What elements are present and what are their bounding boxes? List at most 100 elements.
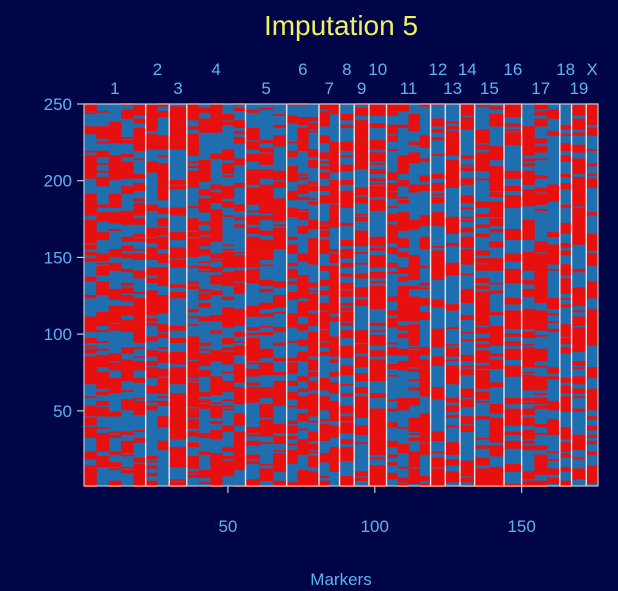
genotype-cell <box>108 434 122 437</box>
genotype-cell <box>233 184 246 187</box>
genotype-cell <box>571 362 587 365</box>
genotype-cell <box>96 253 110 256</box>
genotype-cell <box>308 201 320 204</box>
genotype-cell <box>368 113 387 116</box>
genotype-cell <box>521 147 535 150</box>
genotype-cell <box>169 425 188 428</box>
genotype-cell <box>169 359 188 362</box>
genotype-cell <box>245 153 260 156</box>
genotype-cell <box>339 448 355 451</box>
genotype-cell <box>408 476 420 478</box>
genotype-cell <box>198 474 211 477</box>
genotype-cell <box>419 423 431 426</box>
genotype-cell <box>368 156 387 159</box>
genotype-cell <box>489 172 505 175</box>
genotype-cell <box>272 140 288 142</box>
genotype-cell <box>386 474 398 477</box>
genotype-cell <box>504 232 523 234</box>
genotype-cell <box>329 318 340 320</box>
genotype-cell <box>308 367 320 369</box>
genotype-cell <box>169 110 188 113</box>
genotype-cell <box>245 135 260 138</box>
genotype-cell <box>222 472 235 475</box>
genotype-cell <box>354 396 370 399</box>
genotype-cell <box>157 336 170 339</box>
genotype-cell <box>559 480 572 483</box>
genotype-cell <box>259 206 274 208</box>
genotype-cell <box>169 250 188 253</box>
genotype-cell <box>430 394 446 397</box>
genotype-cell <box>259 350 274 353</box>
genotype-cell <box>157 209 170 211</box>
genotype-cell <box>329 383 340 386</box>
genotype-cell <box>157 210 170 213</box>
genotype-cell <box>233 431 246 434</box>
genotype-cell <box>368 469 387 472</box>
genotype-cell <box>534 106 548 109</box>
genotype-cell <box>521 202 535 205</box>
genotype-cell <box>430 472 446 475</box>
genotype-cell <box>108 391 122 394</box>
genotype-cell <box>157 112 170 115</box>
genotype-cell <box>504 273 523 276</box>
genotype-cell <box>504 342 523 345</box>
genotype-cell <box>245 176 260 179</box>
genotype-cell <box>368 413 387 415</box>
genotype-cell <box>386 227 398 230</box>
genotype-cell <box>339 449 355 452</box>
genotype-cell <box>108 175 122 178</box>
genotype-cell <box>318 291 330 294</box>
genotype-cell <box>121 319 134 322</box>
genotype-cell <box>504 271 523 274</box>
genotype-cell <box>210 155 223 158</box>
genotype-cell <box>559 446 572 449</box>
genotype-cell <box>133 233 147 236</box>
genotype-cell <box>318 456 330 458</box>
genotype-cell <box>198 109 211 112</box>
genotype-cell <box>354 160 370 162</box>
genotype-cell <box>521 193 535 196</box>
genotype-cell <box>445 479 461 481</box>
genotype-cell <box>474 379 490 382</box>
genotype-cell <box>354 238 370 241</box>
genotype-cell <box>408 278 420 280</box>
genotype-cell <box>186 460 199 463</box>
genotype-cell <box>186 370 199 373</box>
genotype-cell <box>157 368 170 371</box>
genotype-cell <box>169 422 188 425</box>
genotype-cell <box>297 477 309 480</box>
genotype-cell <box>430 222 446 225</box>
genotype-cell <box>386 192 398 195</box>
genotype-cell <box>308 282 320 285</box>
genotype-cell <box>297 184 309 187</box>
genotype-cell <box>233 422 246 425</box>
genotype-cell <box>339 453 355 455</box>
genotype-cell <box>286 298 298 300</box>
genotype-cell <box>233 271 246 274</box>
genotype-cell <box>318 377 330 380</box>
genotype-cell <box>169 433 188 435</box>
genotype-cell <box>474 261 490 264</box>
genotype-cell <box>397 365 409 368</box>
genotype-cell <box>210 318 223 320</box>
genotype-cell <box>318 397 330 400</box>
genotype-cell <box>547 252 561 254</box>
genotype-cell <box>489 448 505 451</box>
genotype-cell <box>318 305 330 308</box>
genotype-cell <box>222 149 235 152</box>
genotype-cell <box>186 242 199 245</box>
genotype-cell <box>145 295 158 297</box>
genotype-cell <box>386 130 398 133</box>
genotype-cell <box>145 229 158 231</box>
genotype-cell <box>534 195 548 198</box>
genotype-cell <box>286 291 298 294</box>
genotype-cell <box>489 342 505 345</box>
genotype-cell <box>233 218 246 221</box>
genotype-cell <box>96 364 110 366</box>
genotype-cell <box>408 397 420 400</box>
genotype-cell <box>186 126 199 129</box>
genotype-cell <box>445 380 461 383</box>
genotype-cell <box>459 127 476 130</box>
genotype-cell <box>386 104 398 107</box>
genotype-cell <box>96 360 110 363</box>
